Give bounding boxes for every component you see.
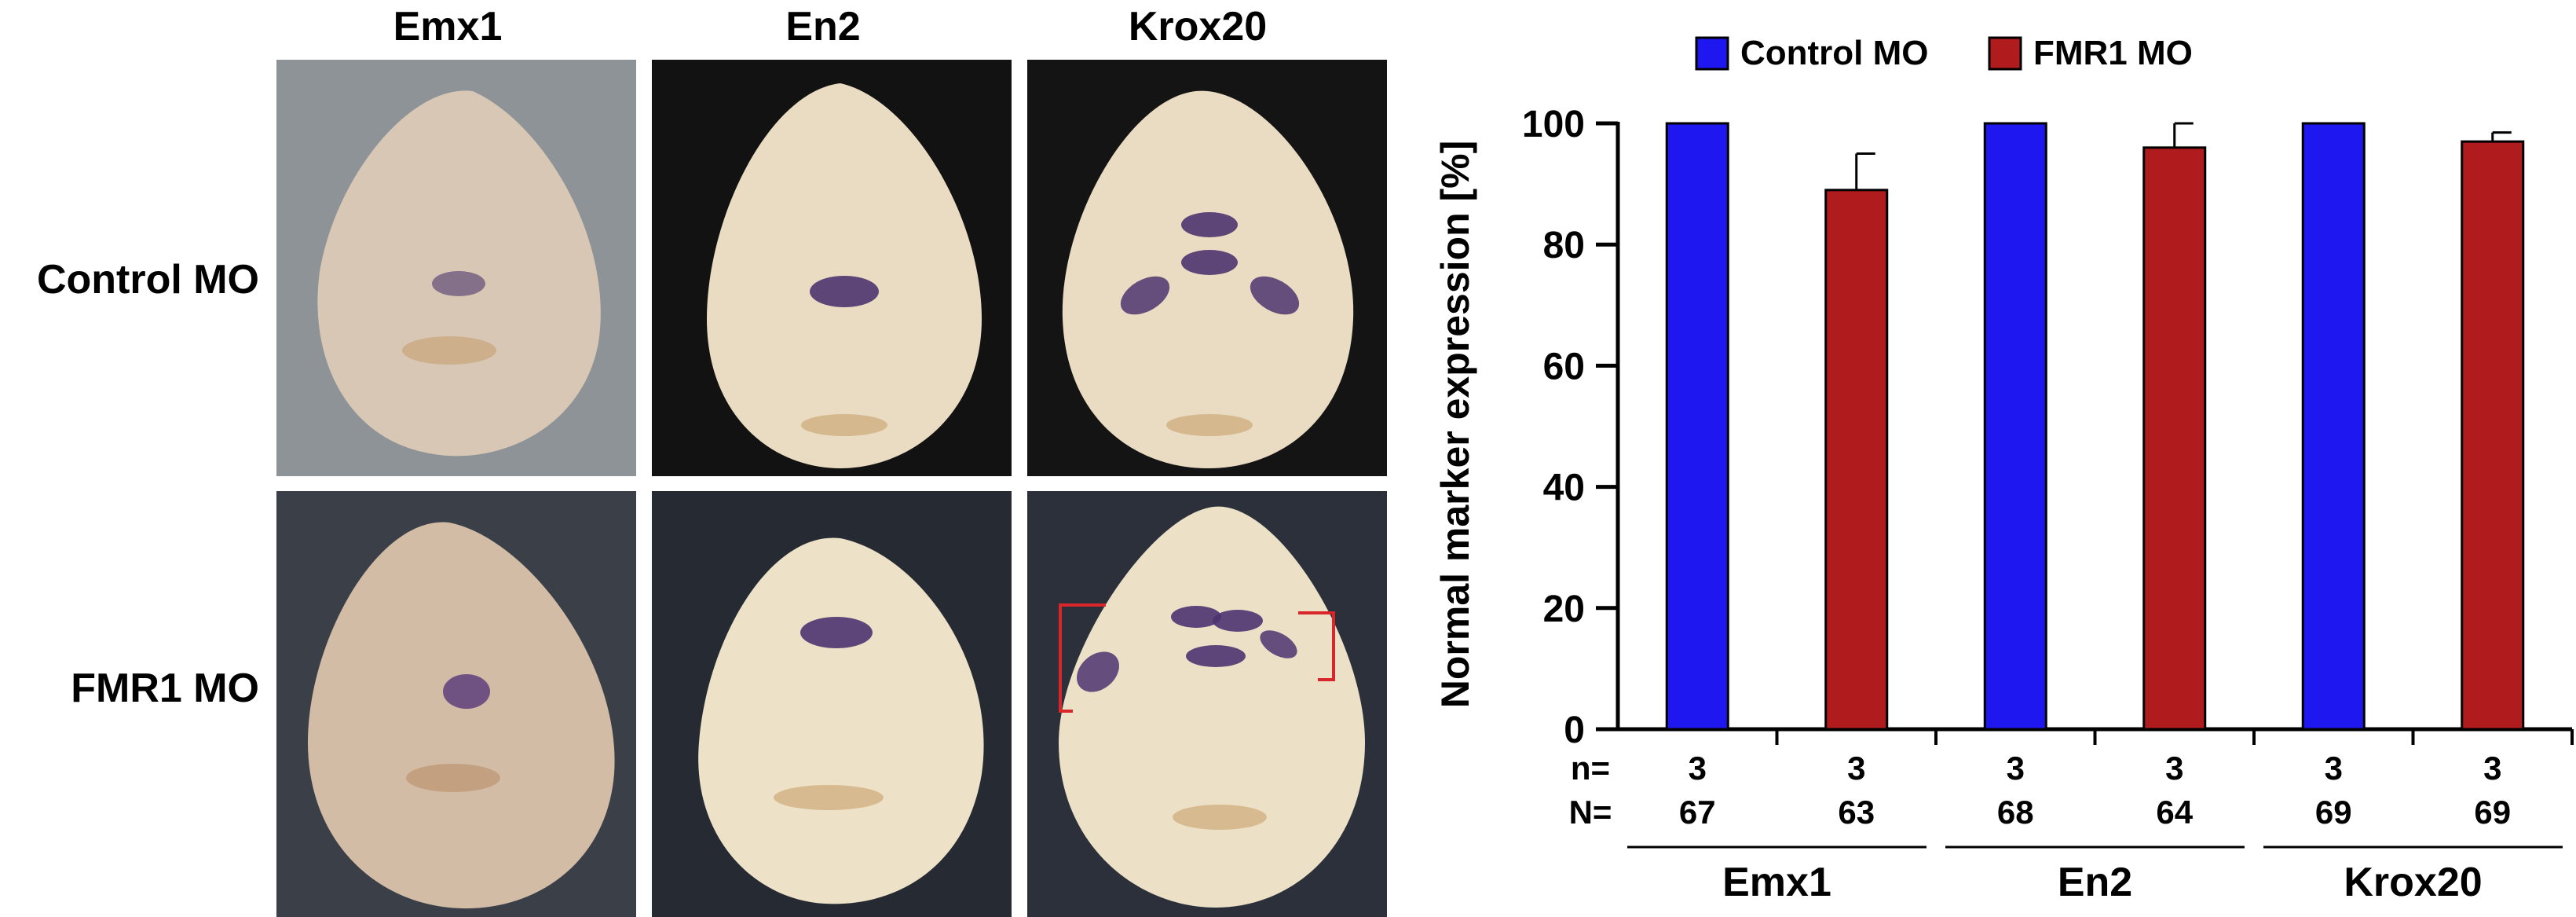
y-tick-label: 60 [1543,346,1585,387]
panel-fmr1-emx1 [276,491,636,917]
panel-control-krox20 [1027,60,1387,476]
column-header-en2: En2 [785,4,861,50]
N-value: 68 [1997,794,2034,831]
y-axis-label: Normal marker expression [%] [1433,141,1477,709]
group-label-en2: En2 [2058,860,2132,905]
n-value: 3 [2007,750,2025,787]
row-label-control-mo: Control MO [36,257,259,303]
legend-swatch-control-mo [1695,36,1729,71]
marker-stain-r5 [1186,645,1246,667]
bar-control-mo-emx1 [1665,122,1729,731]
N-value: 69 [2474,794,2511,831]
cement-gland [774,785,884,810]
cement-gland [1173,805,1267,830]
N-value: 63 [1838,794,1875,831]
y-tick-label: 0 [1564,710,1585,751]
bracket-right [1298,611,1335,681]
bar-fmr1-mo-emx1 [1824,189,1889,731]
cement-gland [1166,414,1253,436]
y-tick-label: 20 [1543,589,1585,630]
panel-control-emx1 [276,60,636,476]
column-header-emx1: Emx1 [393,4,503,50]
y-tick-label: 80 [1543,225,1585,266]
column-header-krox20: Krox20 [1128,4,1268,50]
y-tick-label: 40 [1543,468,1585,509]
bar-fmr1-mo-krox20 [2461,140,2525,731]
marker-stain-r3 [1171,606,1221,628]
marker-stain [810,276,879,307]
y-tick-label: 100 [1522,104,1585,145]
n-row-label: n= [1571,750,1610,787]
marker-stain [432,271,485,296]
marker-stain [800,617,873,648]
panel-control-en2 [652,60,1012,476]
marker-stain-left [1077,651,1119,692]
group-label-krox20: Krox20 [2344,860,2482,905]
N-value: 69 [2315,794,2352,831]
marker-stain-r3b [1213,610,1263,632]
panel-fmr1-en2 [652,491,1012,917]
cement-gland [402,336,496,365]
marker-stain-r5 [1181,250,1238,275]
marker-stain-right [1260,630,1297,658]
bar-control-mo-krox20 [2301,122,2366,731]
legend-swatch-fmr1-mo [1988,36,2022,71]
marker-stain [443,674,490,709]
legend-label-control-mo: Control MO [1740,34,1929,72]
N-value: 64 [2156,794,2193,831]
n-value: 3 [2325,750,2343,787]
embryo [1059,506,1365,908]
row-label-fmr1-mo: FMR1 MO [71,666,259,711]
marker-stain-r3 [1181,212,1238,237]
marker-stain-left [1120,276,1170,315]
embryo [1062,90,1354,468]
bar-control-mo-en2 [1983,122,2047,731]
panel-fmr1-krox20 [1027,491,1387,917]
n-value: 3 [1847,750,1865,787]
cement-gland [406,764,500,792]
bracket-left [1059,603,1106,713]
legend-label-fmr1-mo: FMR1 MO [2033,34,2193,72]
cement-gland [801,414,887,436]
n-value: 3 [1689,750,1707,787]
N-row-label: N= [1569,794,1612,831]
group-label-emx1: Emx1 [1722,860,1831,905]
marker-stain-right [1250,276,1300,315]
bar-fmr1-mo-en2 [2142,146,2207,731]
embryo [698,537,984,904]
bar-chart: Normal marker expression [%] 0 20 40 60 80 100… [1433,34,2574,905]
n-value: 3 [2483,750,2501,787]
embryo [308,522,615,909]
n-value: 3 [2165,750,2183,787]
N-value: 67 [1679,794,1716,831]
